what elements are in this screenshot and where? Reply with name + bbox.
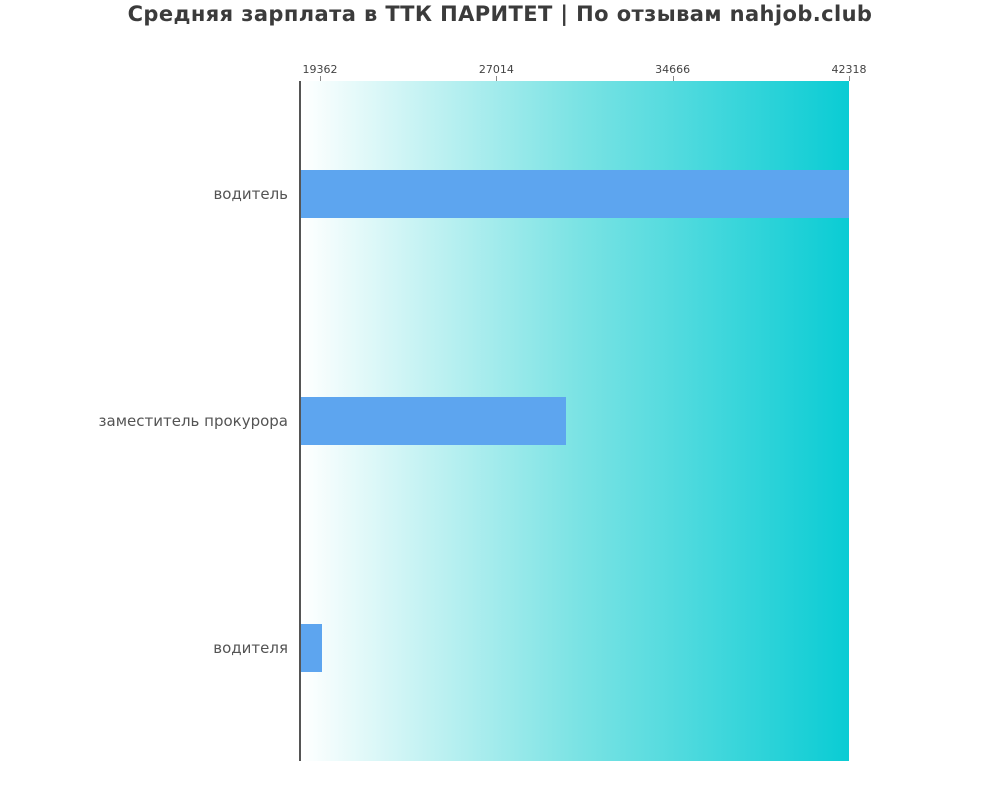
chart-title: Средняя зарплата в ТТК ПАРИТЕТ | По отзы… bbox=[127, 2, 873, 26]
bar bbox=[301, 170, 849, 219]
x-axis-tick-label: 42318 bbox=[831, 63, 867, 76]
x-axis-tick-mark bbox=[320, 76, 321, 81]
x-axis-tick-mark bbox=[849, 76, 850, 81]
x-axis-tick-label: 27014 bbox=[478, 63, 514, 76]
x-axis-tick-label: 34666 bbox=[655, 63, 691, 76]
y-axis-category-label: водителя bbox=[213, 638, 288, 657]
chart-area: водитель заместитель прокурора водителя 193… bbox=[99, 63, 867, 761]
bar bbox=[301, 397, 567, 445]
y-axis-category-label: водитель bbox=[213, 185, 288, 204]
bar bbox=[301, 623, 322, 672]
x-axis-tick-mark bbox=[496, 76, 498, 81]
plot-background bbox=[299, 81, 849, 761]
x-axis-tick-mark bbox=[672, 76, 674, 81]
x-axis-tick-label: 19362 bbox=[302, 63, 338, 76]
y-axis-category-label: заместитель прокурора bbox=[98, 412, 288, 430]
